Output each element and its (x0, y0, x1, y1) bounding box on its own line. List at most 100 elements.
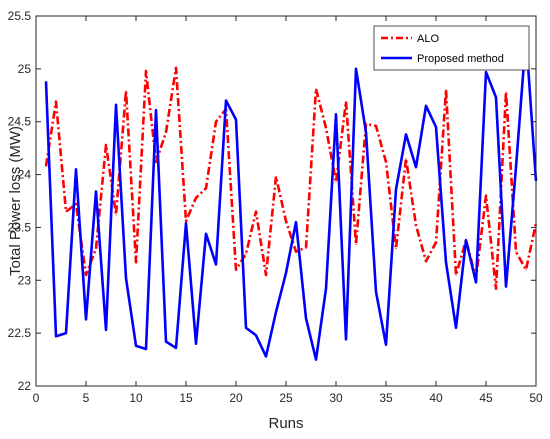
data-point (495, 96, 497, 98)
data-point (205, 233, 207, 235)
data-point (515, 166, 517, 168)
data-point (205, 187, 207, 189)
x-tick-label: 0 (33, 391, 40, 405)
x-tick-label: 50 (529, 391, 543, 405)
data-point (55, 335, 57, 337)
data-point (315, 88, 317, 90)
x-tick-label: 20 (229, 391, 243, 405)
x-tick-label: 30 (329, 391, 343, 405)
data-point (495, 288, 497, 290)
y-tick-label: 23 (18, 273, 32, 287)
data-point (105, 144, 107, 146)
data-point (455, 274, 457, 276)
data-point (435, 241, 437, 243)
data-point (65, 332, 67, 334)
data-point (175, 67, 177, 69)
y-tick-label: 25.5 (8, 9, 32, 23)
data-point (75, 168, 77, 170)
y-axis-label: Total Power loss (MW) (7, 126, 24, 276)
data-point (45, 80, 47, 83)
data-point (125, 90, 127, 92)
data-point (245, 327, 247, 329)
data-point (425, 260, 427, 262)
data-point (95, 190, 97, 193)
data-point (145, 348, 147, 350)
data-point (385, 161, 387, 163)
x-axis: 0 5 10 15 20 25 30 35 40 45 50 (33, 16, 543, 405)
y-axis: 22 22.5 23 23.5 24 24.5 25 25.5 (8, 9, 536, 393)
data-point (335, 113, 337, 115)
data-point (375, 125, 377, 127)
data-point (145, 70, 147, 72)
data-point (365, 131, 367, 133)
data-point (115, 214, 117, 216)
data-point (225, 99, 227, 102)
data-point (255, 210, 257, 213)
data-point (355, 68, 357, 70)
data-point (505, 91, 507, 93)
data-point (185, 220, 187, 222)
data-point (105, 329, 107, 331)
data-point (345, 101, 347, 103)
data-point (415, 166, 417, 168)
data-point (135, 345, 137, 347)
x-tick-label: 40 (429, 391, 443, 405)
data-point (315, 358, 317, 361)
data-point (295, 251, 297, 253)
data-point (195, 343, 197, 345)
data-point (335, 181, 337, 183)
data-point (525, 269, 527, 271)
data-point (275, 311, 277, 313)
data-point (135, 261, 137, 263)
data-point (235, 119, 237, 121)
data-point (505, 286, 507, 288)
data-point (485, 195, 487, 197)
x-tick-label: 25 (279, 391, 293, 405)
data-point (325, 127, 327, 129)
data-point (185, 222, 187, 224)
data-point (215, 121, 217, 123)
data-point (125, 277, 127, 279)
data-point (165, 341, 167, 343)
data-point (485, 71, 487, 73)
data-point (435, 126, 437, 128)
y-tick-label: 22 (18, 379, 32, 393)
x-tick-label: 35 (379, 391, 393, 405)
y-tick-label: 24.5 (8, 115, 32, 129)
data-point (85, 318, 87, 320)
data-point (65, 210, 67, 213)
legend-label-proposed: Proposed method (417, 53, 504, 65)
data-point (175, 347, 177, 349)
y-tick-label: 25 (18, 62, 32, 76)
data-point (425, 105, 427, 107)
data-point (415, 224, 417, 226)
series-line-alo (44, 66, 538, 291)
data-point (295, 221, 297, 223)
data-point (475, 281, 477, 283)
data-point (455, 327, 457, 329)
x-tick-label: 10 (129, 391, 143, 405)
data-point (245, 253, 247, 255)
data-point (45, 165, 47, 167)
data-point (285, 272, 287, 274)
data-point (255, 334, 257, 336)
data-point (75, 203, 77, 205)
y-tick-label: 24 (18, 168, 32, 182)
x-tick-label: 15 (179, 391, 193, 405)
plot-area (36, 16, 536, 386)
series-layer (44, 34, 538, 361)
data-point (165, 131, 167, 133)
data-point (195, 197, 197, 199)
data-point (325, 288, 327, 290)
data-point (375, 291, 377, 293)
data-point (265, 274, 267, 276)
legend-label-alo: ALO (417, 33, 439, 45)
data-point (405, 158, 407, 160)
x-tick-label: 45 (479, 391, 493, 405)
data-point (85, 274, 87, 276)
series-line-proposed-method (44, 34, 538, 361)
data-point (305, 317, 307, 319)
data-point (115, 104, 117, 106)
data-point (55, 101, 57, 103)
